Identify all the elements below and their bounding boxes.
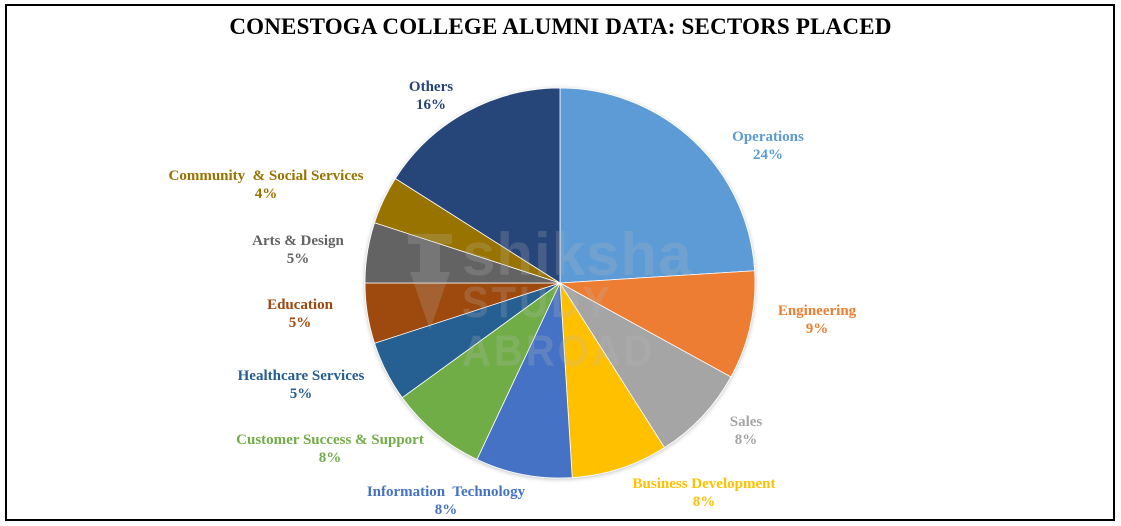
label-pct: 8%: [434, 502, 458, 518]
label-name: Engineering: [777, 303, 857, 319]
label-name: Arts & Design: [252, 233, 344, 249]
label-pct: 8%: [692, 494, 716, 510]
label-business-development: Business Development 8%: [633, 475, 776, 511]
label-name: Education: [267, 297, 333, 313]
label-healthcare-services: Healthcare Services 5%: [238, 367, 365, 403]
pie-slice-engineering: [558, 270, 756, 378]
label-information-technology: Information Technology 8%: [367, 483, 525, 519]
pie-slice-customer-success-support: [401, 282, 561, 460]
label-name: Others: [408, 79, 454, 95]
pie-slice-others: [394, 87, 561, 284]
label-name: Operations: [732, 129, 804, 145]
label-education: Education 5%: [267, 296, 333, 332]
label-engineering: Engineering 9%: [778, 302, 856, 338]
label-pct: 5%: [286, 251, 310, 267]
label-sales: Sales 8%: [730, 413, 763, 449]
label-pct: 5%: [288, 315, 312, 331]
label-name: Healthcare Services: [237, 368, 365, 384]
pie-slice-operations: [559, 87, 756, 284]
pie-slice-sales: [559, 282, 732, 449]
label-pct: 24%: [752, 147, 783, 163]
chart-title: CONESTOGA COLLEGE ALUMNI DATA: SECTORS P…: [229, 14, 892, 39]
pie-slice-information-technology: [476, 282, 573, 479]
label-name: Business Development: [632, 476, 776, 492]
pie-slice-business-development: [559, 282, 666, 479]
label-pct: 9%: [805, 321, 829, 337]
label-pct: 8%: [318, 450, 342, 466]
label-customer-success: Customer Success & Support 8%: [236, 431, 424, 467]
label-pct: 5%: [289, 386, 313, 402]
label-operations: Operations 24%: [732, 128, 804, 164]
label-community-social-services: Community & Social Services 4%: [169, 167, 364, 203]
label-others: Others 16%: [409, 78, 453, 114]
label-pct: 4%: [254, 186, 278, 202]
label-pct: 16%: [415, 97, 446, 113]
label-arts-design: Arts & Design 5%: [252, 232, 344, 268]
label-name: Customer Success & Support: [236, 432, 424, 448]
label-name: Information Technology: [366, 484, 526, 500]
label-pct: 8%: [734, 432, 758, 448]
label-name: Sales: [729, 414, 763, 430]
label-name: Community & Social Services: [168, 168, 364, 184]
